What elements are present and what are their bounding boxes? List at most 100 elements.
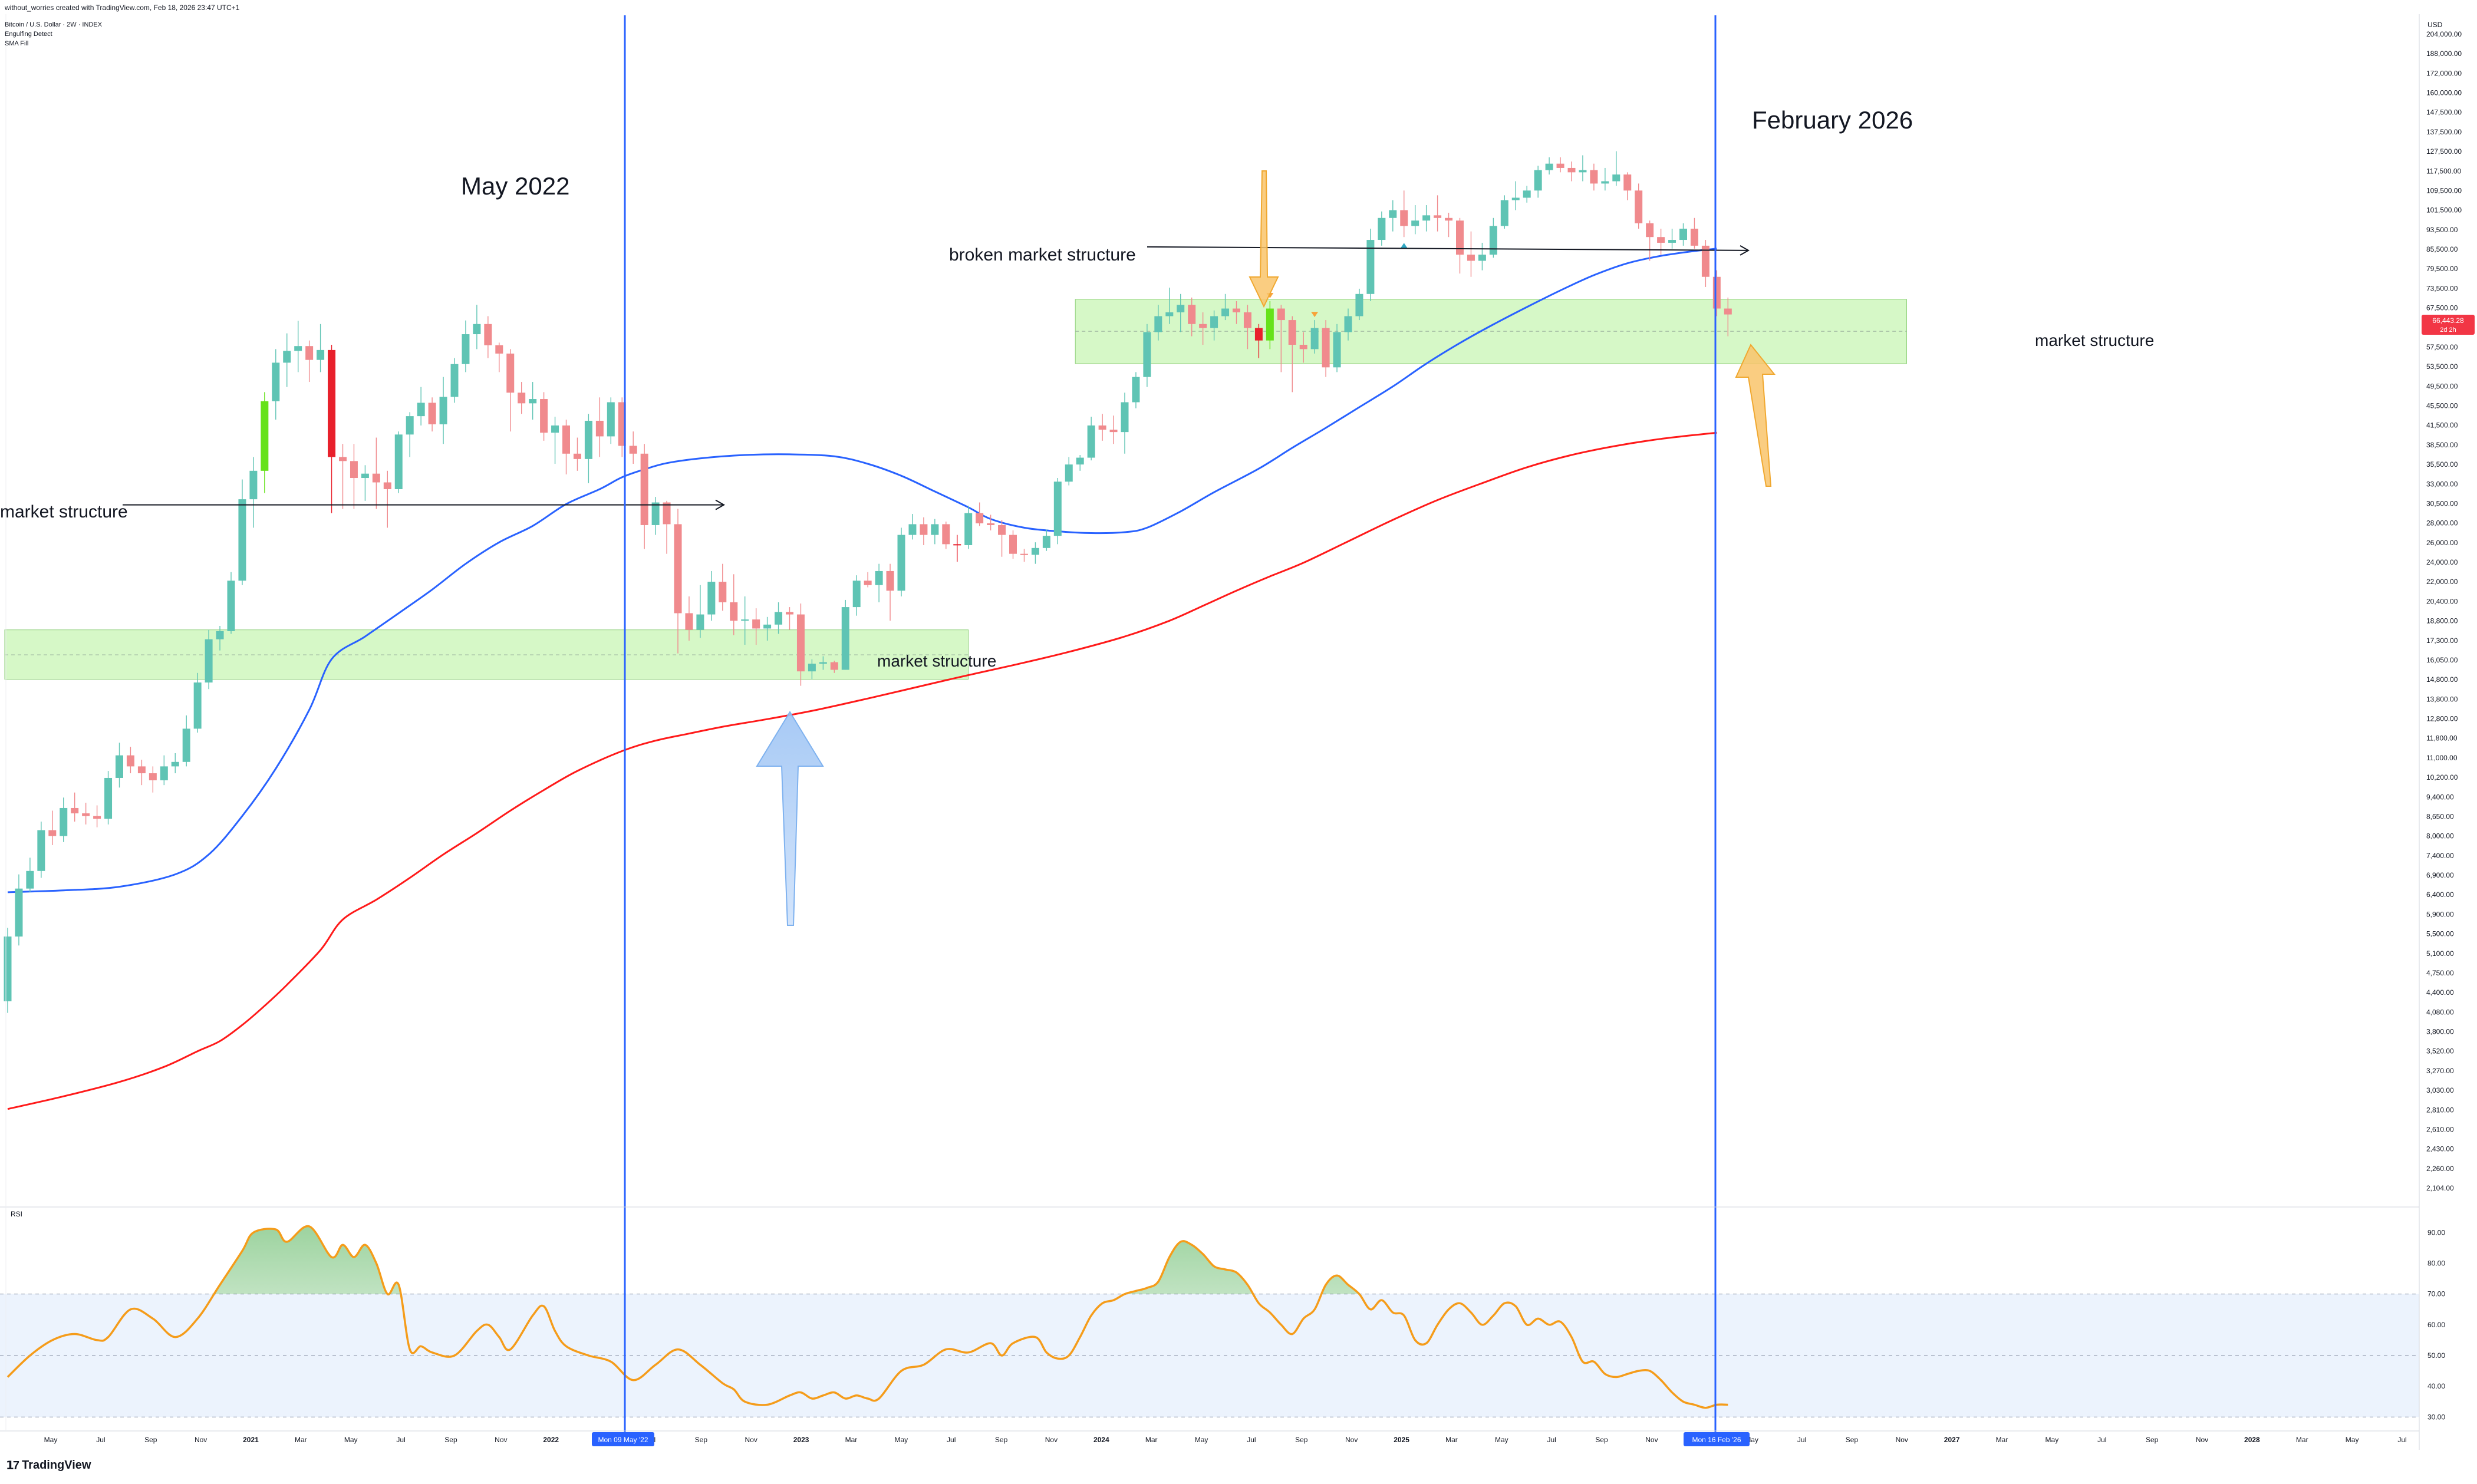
tradingview-logo[interactable]: 𝟭7 TradingView (6, 1458, 91, 1473)
candle (1031, 542, 1039, 564)
price-tick-label: 85,500.00 (2426, 245, 2458, 253)
candle-body (1556, 163, 1564, 168)
candle-body (171, 761, 179, 767)
candle (1646, 220, 1654, 261)
candle (1500, 195, 1508, 229)
candle (126, 747, 134, 774)
candle (1489, 217, 1497, 258)
candle (26, 858, 34, 892)
candle-body (529, 399, 537, 404)
candle-body (1210, 316, 1218, 328)
candle (1590, 163, 1598, 191)
candle-body (104, 777, 113, 819)
time-tick-label: Mar (295, 1436, 307, 1444)
price-tick-label: 12,800.00 (2426, 715, 2458, 723)
price-tick-label: 11,800.00 (2426, 734, 2458, 743)
candle-body (1042, 536, 1050, 548)
candle (71, 792, 79, 822)
candle (1132, 372, 1140, 408)
candle-body (763, 624, 772, 629)
annotation-market-structure-right: market structure (2035, 331, 2155, 349)
tradingview-logo-text: TradingView (22, 1459, 91, 1472)
candle (562, 419, 570, 474)
symbol-title[interactable]: Bitcoin / U.S. Dollar · 2W · INDEX (5, 21, 103, 28)
price-tick-label: 2,610.00 (2426, 1125, 2454, 1133)
candle (953, 535, 961, 562)
candle-body (1143, 332, 1151, 377)
time-tick-label: Nov (1045, 1436, 1058, 1444)
candle (48, 810, 57, 845)
candle-body (1690, 229, 1698, 246)
candle-body (1712, 276, 1721, 309)
candle-body (1389, 210, 1397, 218)
price-tick-label: 53,500.00 (2426, 362, 2458, 371)
indicator-sma-fill[interactable]: SMA Fill (5, 40, 29, 47)
candle-body (663, 502, 671, 525)
candle-body (1601, 181, 1609, 184)
candle-body (1333, 332, 1341, 368)
candle-body (1701, 245, 1709, 277)
candle (1467, 231, 1475, 277)
candle (1724, 297, 1732, 337)
candle-body (1612, 174, 1620, 182)
candle-body (383, 482, 391, 489)
candle (1087, 417, 1095, 461)
candle (1478, 242, 1486, 271)
candle (1165, 288, 1174, 324)
candle (775, 602, 783, 634)
price-tick-label: 147,500.00 (2426, 108, 2462, 117)
candle (60, 797, 68, 842)
candle (819, 656, 827, 670)
price-tick-label: 18,800.00 (2426, 617, 2458, 625)
annotation-arrowhead-2 (715, 499, 726, 510)
candle-body (126, 755, 134, 767)
price-tick-label: 188,000.00 (2426, 50, 2462, 58)
candle (417, 387, 425, 426)
candle-body (216, 631, 224, 639)
last-price-value: 66,443.28 (2432, 316, 2464, 325)
candle (674, 509, 682, 654)
candle (1299, 332, 1307, 363)
candle (719, 563, 727, 611)
candle (227, 572, 235, 634)
rsi-tick-label: 70.00 (2427, 1290, 2445, 1298)
candle (920, 517, 928, 545)
credit-line: without_worries created with TradingView… (5, 4, 240, 12)
candle (1243, 305, 1251, 349)
candle-body (149, 773, 157, 781)
candle-body (674, 524, 682, 614)
candle (383, 470, 391, 528)
price-tick-label: 49,500.00 (2426, 382, 2458, 390)
annotation-market-structure-left: market structure (0, 502, 128, 522)
candle-body (1020, 553, 1028, 555)
candle-body (1724, 308, 1732, 315)
candle (484, 316, 492, 358)
candle-body (1109, 430, 1118, 433)
candle (640, 444, 648, 549)
axes (0, 14, 2420, 1450)
candle (518, 382, 526, 414)
candle-body (852, 581, 861, 608)
candle-body (1233, 308, 1240, 312)
candle-body (1355, 293, 1363, 316)
candle-body (261, 401, 269, 471)
candle (261, 392, 269, 493)
candle (1143, 324, 1151, 387)
price-tick-label: 57,500.00 (2426, 343, 2458, 351)
candle-body (841, 607, 849, 670)
candle-body (305, 346, 314, 360)
candle (1355, 288, 1363, 321)
time-tick-label: May (894, 1436, 908, 1444)
candle-body (160, 766, 168, 781)
candle (1511, 181, 1520, 210)
candle (808, 659, 816, 680)
price-tick-label: 13,800.00 (2426, 695, 2458, 703)
candle (1154, 305, 1162, 341)
indicator-engulfing[interactable]: Engulfing Detect (5, 31, 52, 38)
time-tick-label: Jul (2397, 1436, 2406, 1444)
candle (1233, 301, 1240, 324)
candle-body (1366, 240, 1375, 294)
candle-body (1254, 328, 1263, 341)
time-tick-label: Nov (745, 1436, 757, 1444)
